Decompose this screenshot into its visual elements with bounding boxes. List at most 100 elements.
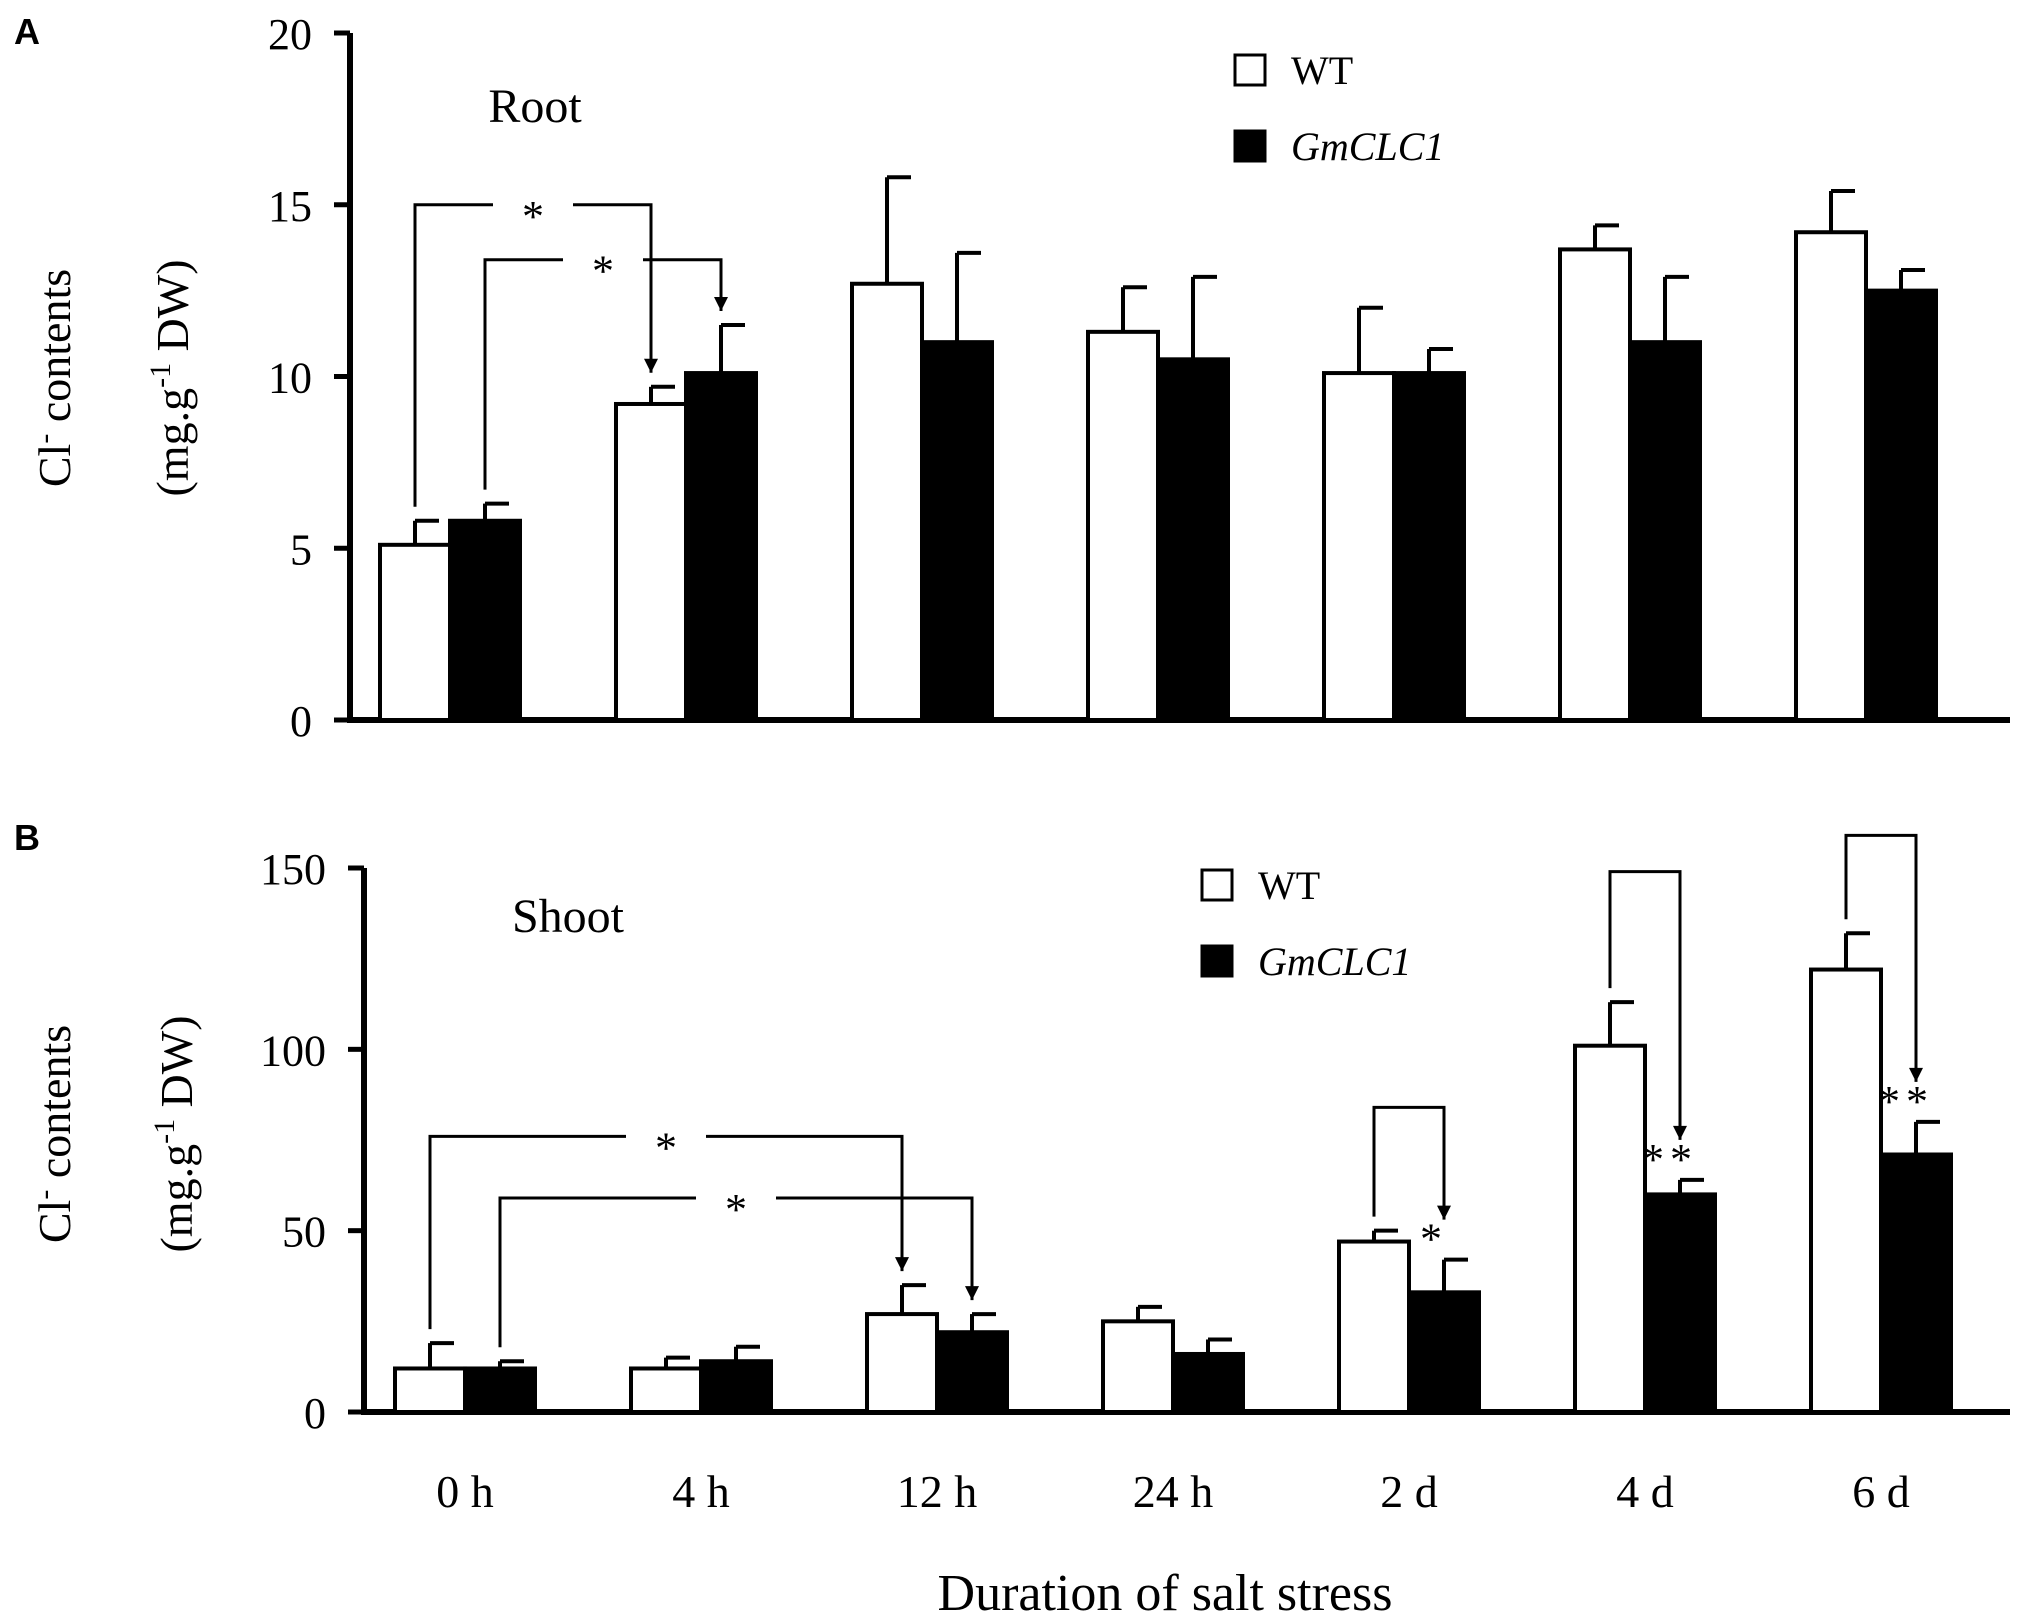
bar-gmclc1 — [920, 340, 994, 722]
significance-bracket — [483, 258, 563, 490]
y-axis-unit-pre: (mg.g — [147, 388, 198, 497]
legend-swatch-wt — [1233, 53, 1267, 87]
bar-wt — [1573, 1043, 1647, 1414]
bar-gmclc1 — [1879, 1152, 1953, 1415]
bar-wt — [1809, 967, 1883, 1415]
bracket-arrowhead — [1437, 1205, 1451, 1220]
bar-gmclc1 — [1643, 1192, 1717, 1415]
y-tick-label: 100 — [260, 1026, 326, 1075]
bar-wt — [1337, 1239, 1411, 1414]
significance-bracket — [776, 1196, 974, 1301]
significance-bracket — [1844, 833, 1918, 1082]
bracket-arrowhead — [965, 1286, 979, 1301]
significance-bracket — [428, 1134, 626, 1330]
y-tick-label: 5 — [290, 525, 312, 574]
y-axis-unit-sup: -1 — [144, 363, 177, 388]
y-axis-label-sup: - — [28, 434, 61, 444]
x-axis-label: Duration of salt stress — [938, 1565, 1393, 1621]
x-tick-label: 6 d — [1852, 1466, 1910, 1517]
panel-title: Shoot — [512, 890, 625, 943]
bar-wt — [1322, 371, 1396, 722]
bar-gmclc1 — [1392, 371, 1466, 722]
y-tick-label: 10 — [268, 354, 312, 403]
bar-gmclc1 — [684, 371, 758, 722]
y-tick-label: 15 — [268, 182, 312, 231]
significance-bracket — [413, 203, 493, 507]
significance-star: ** — [1642, 1135, 1698, 1184]
significance-bracket — [498, 1196, 696, 1348]
y-axis-unit-post: DW) — [151, 1015, 202, 1118]
bar-wt — [378, 542, 452, 722]
significance-bracket — [1372, 1105, 1446, 1220]
significance-star: * — [522, 192, 544, 241]
y-axis-label-main: Cl — [29, 444, 80, 487]
y-axis-unit-label: (mg.g-1 DW) — [144, 259, 198, 496]
panel-title: Root — [488, 80, 582, 133]
y-axis-unit-post: DW) — [147, 259, 198, 362]
bar-gmclc1 — [1407, 1290, 1481, 1414]
x-tick-label: 0 h — [436, 1466, 494, 1517]
x-tick-label: 4 h — [672, 1466, 730, 1517]
bar-wt — [1101, 1319, 1175, 1415]
bar-gmclc1 — [935, 1330, 1009, 1415]
significance-star: ** — [1878, 1077, 1934, 1126]
bar-wt — [614, 401, 688, 722]
bracket-arrowhead — [714, 296, 728, 311]
bracket-arrowhead — [895, 1257, 909, 1272]
legend-label-gmclc1: GmCLC1 — [1291, 124, 1444, 169]
significance-bracket — [643, 258, 723, 311]
y-axis-label: Cl- contents — [28, 1025, 80, 1243]
bar-wt — [1086, 329, 1160, 722]
legend-swatch-gmclc1 — [1200, 944, 1234, 978]
significance-star: * — [655, 1123, 677, 1172]
bar-wt — [1558, 247, 1632, 722]
panel-a: A 0 5 10 15 20 Cl- contents (mg.g-1 DW) Root * * WT… — [14, 10, 2010, 746]
bar-gmclc1 — [448, 518, 522, 723]
bar-gmclc1 — [1628, 340, 1702, 722]
y-tick-label: 0 — [290, 697, 312, 746]
y-axis-unit-pre: (mg.g — [151, 1144, 202, 1253]
y-tick-label: 20 — [268, 10, 312, 59]
x-tick-label: 4 d — [1616, 1466, 1674, 1517]
legend-label-wt: WT — [1258, 863, 1320, 908]
y-axis-label: Cl- contents — [28, 269, 80, 487]
bar-wt — [629, 1366, 703, 1414]
y-axis-label-sup: - — [28, 1190, 61, 1200]
legend-label-wt: WT — [1291, 48, 1353, 93]
bar-gmclc1 — [1156, 357, 1230, 722]
x-tick-label: 24 h — [1133, 1466, 1214, 1517]
bracket-arrowhead — [1909, 1067, 1923, 1082]
bracket-arrowhead — [644, 358, 658, 373]
significance-star: * — [592, 247, 614, 296]
significance-star: * — [1420, 1215, 1448, 1264]
bar-gmclc1 — [699, 1359, 773, 1415]
bar-wt — [393, 1366, 467, 1414]
y-axis-label-rest: contents — [29, 1025, 80, 1190]
legend-swatch-wt — [1200, 868, 1234, 902]
y-tick-label: 150 — [260, 845, 326, 894]
significance-bracket — [706, 1134, 904, 1272]
bar-gmclc1 — [463, 1366, 537, 1414]
significance-star: * — [725, 1185, 747, 1234]
bar-wt — [850, 281, 924, 722]
panel-label: A — [14, 11, 40, 52]
y-tick-label: 0 — [304, 1389, 326, 1438]
x-tick-label: 2 d — [1380, 1466, 1438, 1517]
bar-wt — [865, 1312, 939, 1414]
y-axis-label-rest: contents — [29, 269, 80, 434]
significance-bracket — [1608, 870, 1682, 1140]
bar-wt — [1794, 230, 1868, 722]
bar-gmclc1 — [1864, 288, 1938, 722]
significance-bracket — [573, 203, 653, 373]
bracket-arrowhead — [1673, 1125, 1687, 1140]
y-axis-label-main: Cl — [29, 1200, 80, 1243]
x-tick-label: 12 h — [897, 1466, 978, 1517]
bar-gmclc1 — [1171, 1351, 1245, 1415]
y-axis-unit-label: (mg.g-1 DW) — [148, 1015, 202, 1252]
legend-swatch-gmclc1 — [1233, 129, 1267, 163]
legend-label-gmclc1: GmCLC1 — [1258, 939, 1411, 984]
y-tick-label: 50 — [282, 1208, 326, 1257]
y-axis-unit-sup: -1 — [148, 1119, 181, 1144]
